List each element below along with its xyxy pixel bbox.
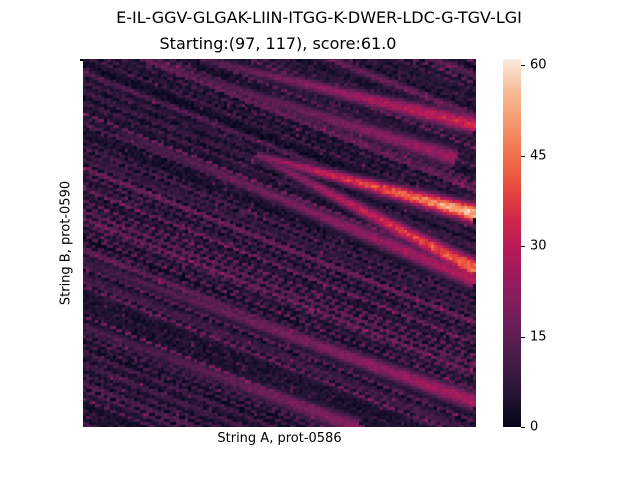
colorbar-tick-label: 60 (530, 57, 547, 73)
chart-subtitle: Starting:(97, 117), score:61.0 (159, 34, 397, 53)
colorbar-tick (521, 427, 525, 428)
colorbar-tick (521, 65, 525, 67)
colorbar (503, 59, 521, 427)
colorbar-tick-label: 15 (530, 329, 547, 344)
y-axis-tick (80, 59, 83, 61)
colorbar-tick-label: 0 (530, 419, 539, 435)
colorbar-tick-label: 30 (530, 238, 547, 254)
colorbar-tick (521, 336, 525, 338)
x-axis-label: String A, prot-0586 (217, 431, 342, 446)
colorbar-tick (521, 155, 525, 157)
colorbar-tick-label: 45 (530, 148, 547, 164)
y-axis-label: String B, prot-0590 (58, 180, 74, 306)
colorbar-axis: 0 15 30 45 60 (521, 57, 581, 434)
chart-title: E-IL-GGV-GLGAK-LIIN-ITGG-K-DWER-LDC-G-TG… (116, 8, 522, 27)
heatmap-plot-area (83, 59, 476, 427)
colorbar-tick (521, 246, 525, 248)
